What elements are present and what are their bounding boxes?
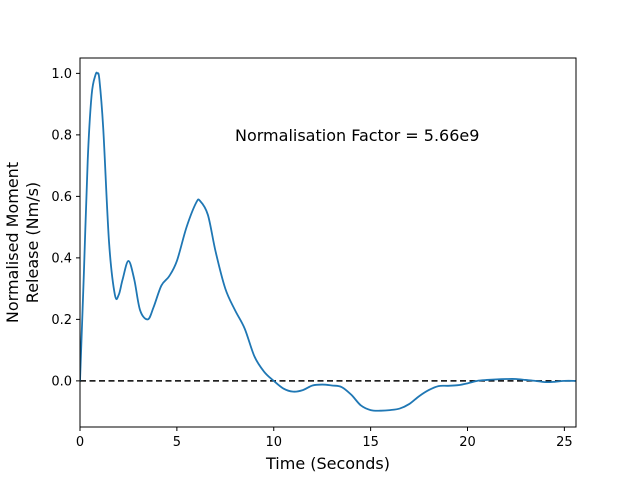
y-tick-label: 0.0 (51, 374, 72, 389)
plot-area (79, 57, 577, 428)
x-tick-label: 20 (459, 435, 476, 450)
x-tick-label: 5 (173, 435, 181, 450)
x-tick-label: 0 (76, 435, 84, 450)
y-tick-label: 1.0 (51, 67, 72, 82)
x-tick-label: 25 (556, 435, 573, 450)
y-tick-label: 0.8 (51, 128, 72, 143)
axis-ticks: 0 5 10 15 20 25 0.0 0.2 0.4 0.6 0.8 1.0 (51, 67, 572, 450)
y-tick-label: 0.2 (51, 313, 72, 328)
x-axis-label: Time (Seconds) (265, 454, 390, 473)
x-tick-label: 10 (265, 435, 282, 450)
x-tick-label: 15 (362, 435, 379, 450)
y-tick-label: 0.6 (51, 190, 72, 205)
annotation-label: Normalisation Factor = 5.66e9 (235, 126, 479, 145)
series-line-0 (80, 71, 576, 412)
plot-frame (79, 57, 577, 428)
y-axis-label-line-1: Normalised Moment (3, 162, 22, 323)
y-tick-label: 0.4 (51, 251, 72, 266)
y-axis-label-line-2: Release (Nm/s) (23, 182, 42, 303)
y-axis-label: Normalised Moment Release (Nm/s) (3, 162, 42, 323)
